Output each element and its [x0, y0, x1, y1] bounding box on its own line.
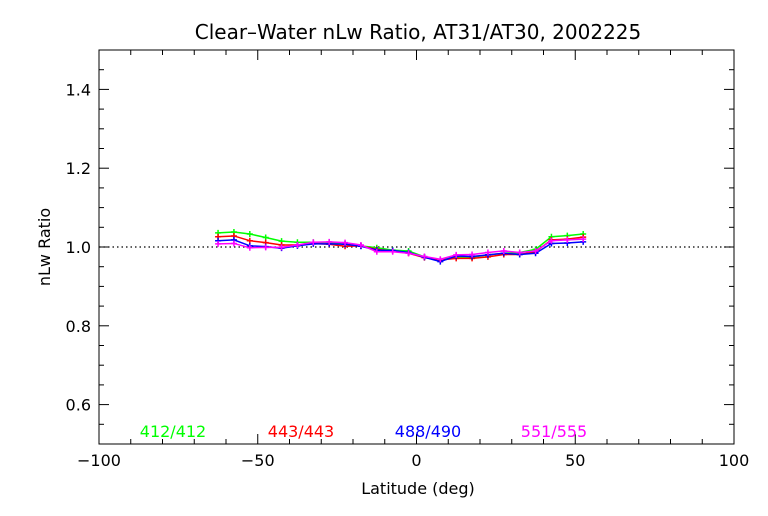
chart-title: Clear–Water nLw Ratio, AT31/AT30, 200222…: [195, 20, 642, 44]
x-tick-label: −50: [241, 451, 275, 470]
x-tick-label: 0: [411, 451, 421, 470]
data-point: [294, 242, 301, 249]
series-551-555: [215, 236, 587, 263]
legend-label: 488/490: [395, 422, 461, 441]
x-tick-label: 50: [565, 451, 585, 470]
data-point: [405, 250, 412, 257]
data-point: [500, 247, 507, 254]
data-point: [516, 249, 523, 256]
data-point: [564, 236, 571, 243]
series-group: [215, 229, 587, 265]
y-tick-label: 0.8: [66, 317, 91, 336]
data-point: [262, 234, 269, 241]
data-point: [373, 248, 380, 255]
data-point: [389, 248, 396, 255]
data-point: [246, 230, 253, 237]
data-point: [326, 238, 333, 245]
y-axis-label: nLw Ratio: [35, 208, 54, 286]
legend-label: 412/412: [140, 422, 206, 441]
y-tick-label: 1.4: [66, 80, 91, 99]
data-point: [310, 239, 317, 246]
data-point: [580, 236, 587, 243]
x-tick-label: −100: [77, 451, 121, 470]
y-tick-label: 1.2: [66, 159, 91, 178]
data-point: [357, 242, 364, 249]
y-tick-label: 1.0: [66, 238, 91, 257]
y-tick-label: 0.6: [66, 396, 91, 415]
data-point: [484, 249, 491, 256]
legend-label: 443/443: [268, 422, 334, 441]
data-point: [246, 237, 253, 244]
data-point: [421, 253, 428, 260]
data-point: [437, 256, 444, 263]
axis-ticks: −100 −50 0 50 100 0.6 0.8 1.0 1.2 1.4: [66, 49, 750, 470]
data-point: [230, 240, 237, 247]
data-point: [532, 247, 539, 254]
legend: 412/412 443/443 488/490 551/555: [140, 422, 587, 441]
series-line: [218, 238, 584, 260]
data-point: [215, 240, 222, 247]
series-line: [218, 231, 584, 261]
data-point: [342, 239, 349, 246]
x-tick-label: 100: [719, 451, 750, 470]
data-point: [278, 244, 285, 251]
data-point: [262, 244, 269, 251]
data-point: [548, 237, 555, 244]
data-point: [453, 251, 460, 258]
legend-label: 551/555: [521, 422, 587, 441]
data-point: [469, 251, 476, 258]
x-axis-label: Latitude (deg): [361, 479, 475, 498]
data-point: [246, 244, 253, 251]
series-412-412: [215, 229, 587, 264]
